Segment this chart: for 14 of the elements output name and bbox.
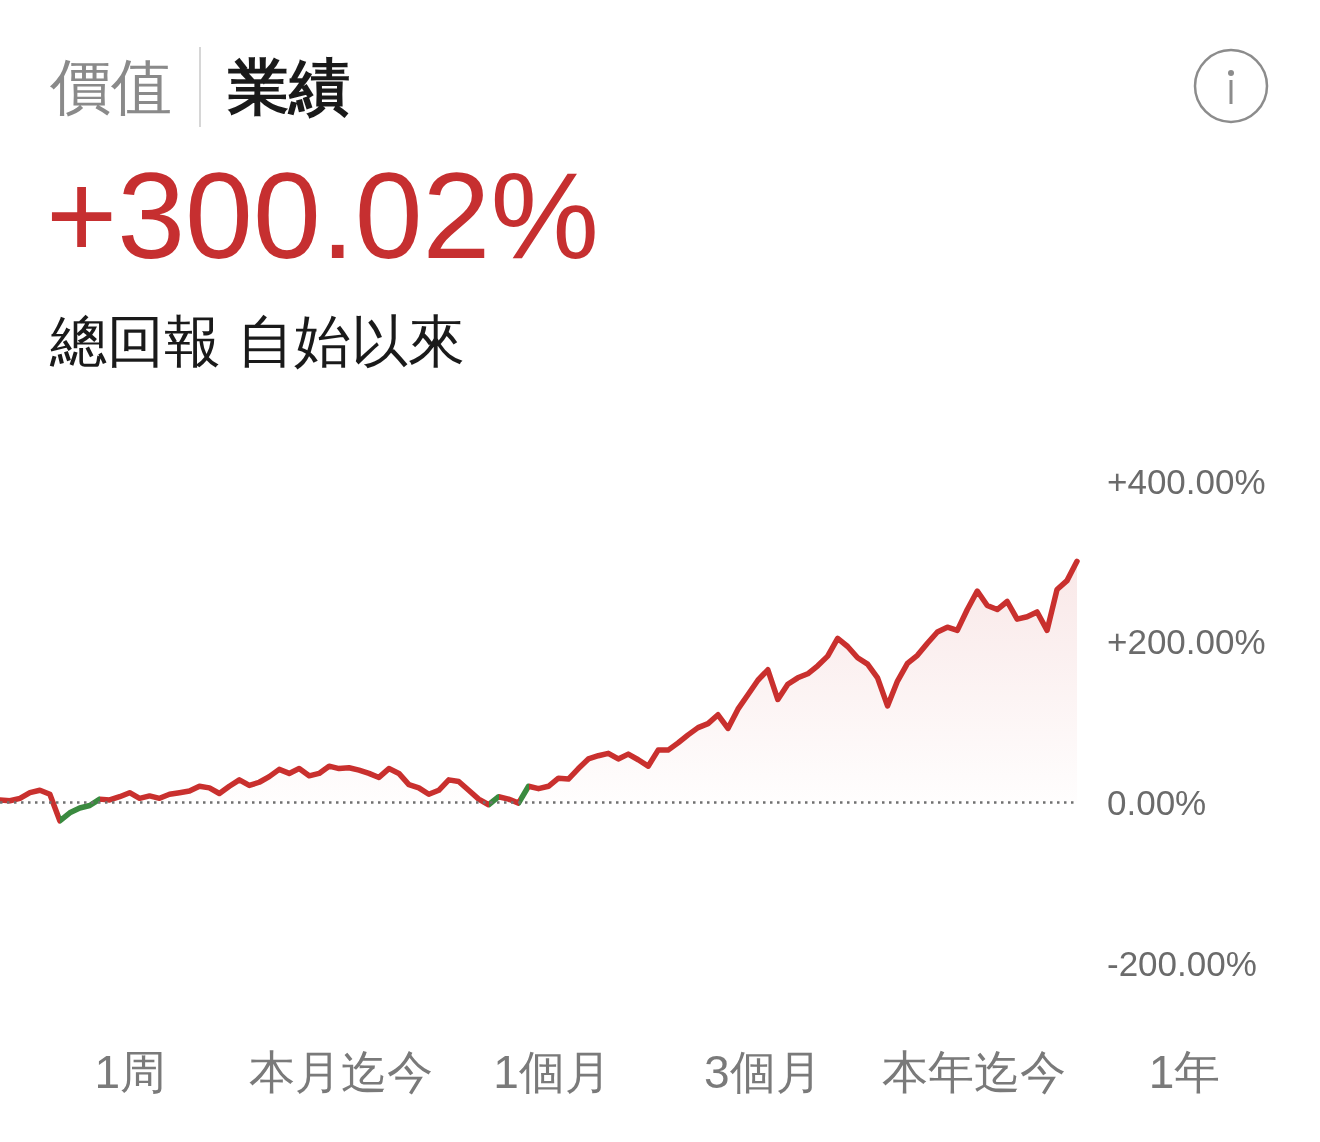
text: 業績 [228,52,350,121]
text: 本月迄今 [248,1046,435,1098]
text: 1周 [93,1046,168,1098]
text: 1年 [1147,1046,1222,1098]
y-tick-label: -200.00% [1107,943,1257,983]
text: 本年迄今 [880,1046,1067,1098]
y-tick-label: +400.00% [1107,461,1266,501]
text: 1個月 [492,1046,612,1098]
text: 價值 [50,52,172,121]
text: 3個月 [703,1046,823,1098]
chart-subtitle: 總回報 自始以來 [50,309,465,373]
y-tick-label: 0.00% [1107,782,1207,822]
chart-title: +300.02% [46,148,599,284]
y-tick-label: +200.00% [1107,622,1266,662]
